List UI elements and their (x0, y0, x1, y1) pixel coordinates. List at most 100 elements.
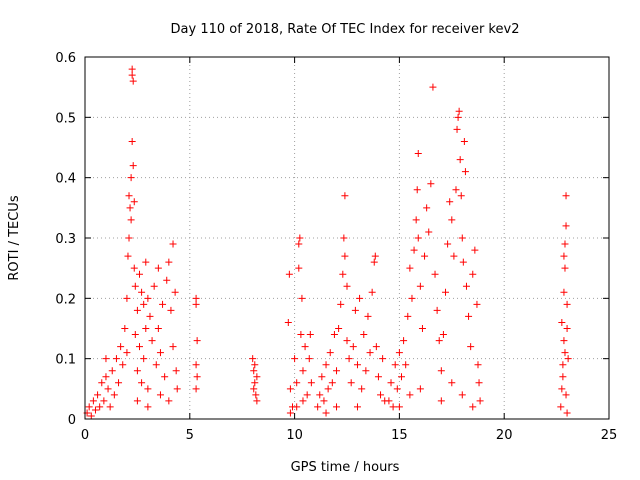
data-point (306, 331, 314, 339)
data-point (128, 65, 136, 73)
data-point (89, 397, 97, 405)
data-point (96, 403, 104, 411)
data-point (418, 325, 426, 332)
data-point (138, 288, 146, 296)
data-point (448, 216, 456, 224)
data-point (341, 192, 349, 200)
data-point (385, 397, 393, 405)
data-point (471, 246, 479, 254)
data-point (125, 234, 133, 242)
data-point (559, 361, 567, 369)
data-point (340, 234, 348, 242)
y-tick-label: 0.4 (55, 172, 76, 187)
data-point (192, 385, 200, 393)
data-point (406, 264, 414, 272)
data-point (356, 294, 364, 302)
data-point (192, 361, 200, 369)
data-point (444, 240, 452, 248)
data-point (299, 397, 307, 405)
data-point (102, 373, 110, 381)
data-point (563, 300, 571, 308)
data-point (144, 403, 152, 411)
data-point (330, 331, 338, 339)
data-point (345, 355, 353, 363)
data-point (295, 264, 303, 272)
data-point (557, 403, 565, 411)
data-point (165, 258, 173, 266)
data-point (393, 385, 401, 393)
data-point (562, 222, 570, 230)
data-point (298, 294, 306, 302)
data-point (364, 312, 372, 320)
x-tick-label: 10 (286, 428, 303, 443)
data-point (322, 409, 330, 417)
x-tick-label: 5 (186, 428, 194, 443)
data-point (148, 337, 156, 345)
data-point (389, 403, 397, 411)
data-point (320, 397, 328, 405)
data-point (305, 355, 313, 363)
x-axis-label: GPS time / hours (291, 460, 400, 475)
data-point (442, 288, 450, 296)
data-point (123, 349, 131, 357)
data-point (333, 367, 341, 375)
y-tick-label: 0.2 (55, 292, 76, 307)
data-point (437, 367, 445, 375)
data-point (126, 204, 134, 212)
data-point (454, 113, 462, 121)
data-point (156, 349, 164, 357)
data-point (128, 71, 136, 79)
data-point (127, 216, 135, 224)
data-point (301, 343, 309, 351)
data-point (296, 234, 304, 242)
data-point (558, 385, 566, 393)
data-point (131, 282, 139, 290)
data-point (400, 337, 408, 345)
data-point (448, 379, 456, 387)
data-point (413, 186, 421, 194)
axis-ticks: 0 5 10 15 20 25 0 0.1 0.2 0.3 0.4 0.5 0.6 (55, 51, 617, 443)
data-point (159, 300, 167, 308)
data-point (458, 391, 466, 399)
data-point (469, 270, 477, 278)
data-point (127, 174, 135, 182)
data-point (173, 385, 181, 393)
data-point (163, 276, 171, 284)
data-point (475, 379, 483, 387)
data-point (406, 391, 414, 399)
data-point (130, 264, 138, 272)
data-point (564, 355, 572, 363)
data-point (469, 403, 477, 411)
data-point (87, 412, 95, 420)
data-point (457, 192, 465, 200)
data-point (250, 385, 258, 393)
data-point (129, 77, 137, 85)
data-point (249, 355, 257, 363)
data-point (98, 379, 106, 387)
y-tick-label: 0.1 (55, 353, 76, 368)
data-point (193, 337, 201, 345)
data-point (124, 252, 132, 260)
data-point (446, 198, 454, 206)
data-point (293, 403, 301, 411)
data-point (171, 288, 179, 296)
data-point (416, 282, 424, 290)
data-point (150, 282, 158, 290)
data-point (408, 294, 416, 302)
data-point (165, 397, 173, 405)
data-point (561, 240, 569, 248)
data-point (100, 397, 108, 405)
data-point (360, 331, 368, 339)
data-point (421, 252, 429, 260)
data-point (91, 406, 99, 414)
y-tick-label: 0.5 (55, 111, 76, 126)
data-point (140, 355, 148, 363)
data-point (123, 294, 131, 302)
data-point (391, 361, 399, 369)
data-point (437, 397, 445, 405)
data-point (562, 192, 570, 200)
data-point (353, 403, 361, 411)
data-point (349, 343, 357, 351)
x-tick-label: 15 (391, 428, 408, 443)
data-point (339, 270, 347, 278)
